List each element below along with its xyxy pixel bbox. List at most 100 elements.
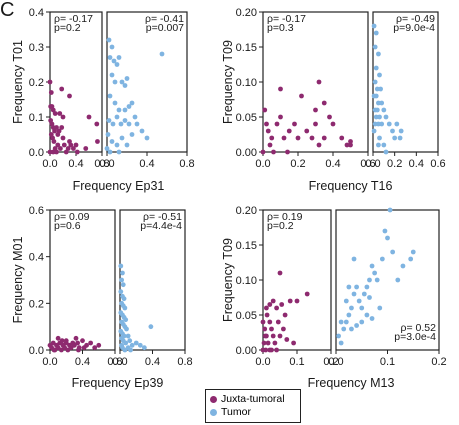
data-point-tumor [397, 135, 403, 141]
data-point-tumor [116, 55, 122, 60]
data-point-tumor [114, 114, 120, 120]
data-point-juxta [304, 291, 310, 297]
data-point-tumor [354, 323, 359, 328]
data-point-tumor [122, 305, 128, 311]
stat-p: p=0.3 [267, 22, 294, 34]
data-point-tumor [112, 79, 118, 85]
y-tick-label: 0.0 [29, 147, 44, 159]
data-point-tumor [373, 65, 379, 71]
stat-rho: ρ= -0.49 [396, 13, 435, 25]
data-point-tumor [394, 121, 400, 127]
data-point-tumor [114, 142, 120, 148]
data-point-juxta [299, 93, 304, 99]
x-tick-label: 0.4 [75, 356, 90, 368]
data-point-tumor [377, 305, 383, 311]
data-point-juxta [73, 335, 79, 341]
data-point-tumor [349, 305, 354, 311]
stat-rho: ρ= -0.17 [54, 13, 93, 25]
x-axis-label: Frequency Ep31 [73, 179, 165, 193]
data-point-tumor [382, 228, 388, 234]
data-point-tumor [129, 342, 135, 348]
data-point-juxta [267, 302, 273, 307]
data-point-tumor [107, 93, 113, 99]
stat-p: p=0.2 [54, 22, 81, 34]
data-point-tumor [371, 23, 377, 29]
data-point-tumor [116, 149, 122, 155]
y-tick-label: 0.10 [236, 275, 257, 287]
data-point-juxta [264, 121, 269, 127]
x-tick-label: 0.8 [177, 356, 192, 368]
data-point-juxta [292, 121, 297, 127]
y-tick-label: 0.05 [236, 112, 257, 124]
data-point-tumor [109, 139, 115, 144]
data-point-tumor [395, 277, 401, 283]
y-tick-label: 0.05 [236, 310, 257, 322]
data-point-tumor [376, 51, 381, 57]
data-point-tumor [120, 282, 126, 288]
data-point-tumor [373, 30, 379, 36]
data-point-juxta [88, 340, 94, 346]
x-tick-label: 0.8 [94, 158, 109, 170]
y-axis-label: Frequency T09 [221, 238, 235, 322]
x-tick-label: 0.6 [360, 158, 375, 170]
data-point-juxta [68, 142, 74, 148]
data-point-tumor [118, 121, 124, 127]
data-point-tumor [125, 333, 131, 339]
data-point-tumor [107, 149, 113, 155]
y-tick-label: 0.2 [29, 298, 44, 310]
data-point-tumor [372, 79, 378, 85]
data-point-tumor [133, 340, 139, 346]
data-point-tumor [106, 37, 112, 43]
data-point-juxta [81, 345, 87, 351]
data-point-tumor [126, 121, 132, 127]
data-point-juxta [281, 135, 287, 141]
data-point-juxta [86, 114, 92, 120]
data-point-juxta [274, 347, 279, 353]
data-point-tumor [385, 235, 390, 241]
stat-p: p=0.6 [54, 220, 81, 232]
data-point-tumor [129, 132, 135, 137]
y-tick-label: 0.1 [29, 112, 44, 124]
data-point-juxta [330, 121, 336, 127]
data-point-juxta [55, 142, 61, 148]
data-point-juxta [284, 337, 290, 342]
x-tick-label: 0.0 [365, 158, 380, 170]
data-point-tumor [105, 132, 111, 137]
data-point-juxta [262, 107, 268, 113]
x-axis-label: Frequency M13 [308, 376, 395, 390]
data-point-tumor [129, 100, 135, 106]
data-point-tumor [126, 104, 132, 109]
data-point-tumor [107, 55, 113, 60]
legend-item-juxta: Juxta-tumoral [210, 393, 300, 406]
data-point-tumor [400, 263, 406, 269]
data-point-tumor [122, 83, 128, 88]
data-point-juxta [59, 86, 65, 92]
x-tick-label: 0.4 [145, 356, 160, 368]
y-tick-label: 0.10 [236, 77, 257, 89]
data-point-juxta [59, 338, 65, 344]
data-point-juxta [316, 79, 322, 85]
stat-rho: ρ= 0.19 [267, 211, 303, 223]
data-point-juxta [94, 121, 100, 127]
subpanel-frame [262, 11, 369, 153]
data-point-juxta [60, 135, 66, 141]
legend-marker-tumor [210, 409, 217, 416]
x-tick-label: 0.0 [328, 356, 343, 368]
x-tick-label: 0.0 [42, 356, 57, 368]
scatter-panel-3: 0.0 0.2 0.4 0.6 Frequency M01 Frequency Ep39 0… [11, 205, 193, 390]
data-point-tumor [367, 295, 372, 300]
data-point-tumor [128, 347, 133, 353]
legend-label-juxta: Juxta-tumoral [221, 393, 285, 405]
data-point-tumor [343, 298, 349, 304]
y-tick-label: 0.15 [236, 42, 257, 54]
data-point-juxta [61, 142, 67, 148]
x-tick-label: 0.0 [42, 158, 57, 170]
data-point-juxta [279, 302, 285, 307]
data-point-juxta [80, 338, 85, 344]
x-axis-label: Frequency T16 [309, 179, 393, 193]
data-point-juxta [56, 128, 62, 134]
x-tick-label: 0.8 [107, 356, 122, 368]
y-tick-label: 0.00 [236, 345, 257, 357]
stat-rho: ρ= -0.51 [143, 211, 182, 223]
data-point-juxta [50, 107, 56, 113]
